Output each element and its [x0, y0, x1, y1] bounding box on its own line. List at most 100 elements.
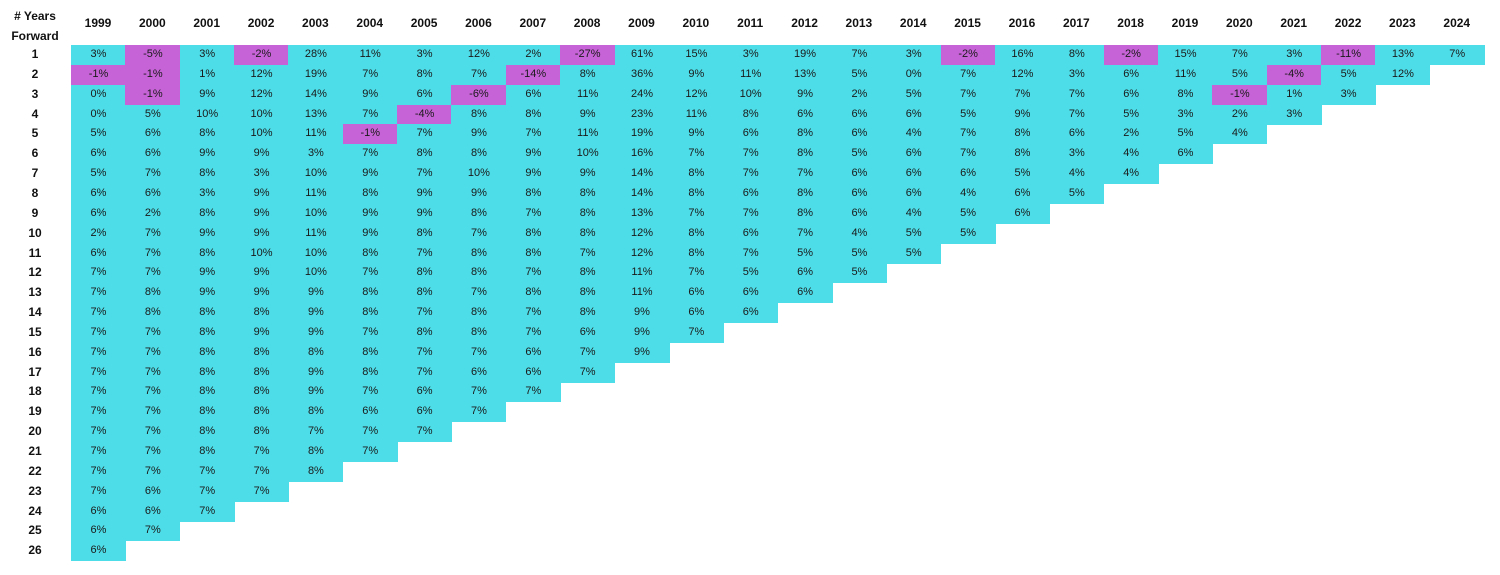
return-cell: 23%	[614, 104, 670, 125]
return-cell: 9%	[234, 263, 290, 284]
return-cell: 7%	[71, 481, 126, 502]
return-cell: 5%	[940, 203, 996, 224]
return-cell: 12%	[614, 223, 670, 244]
return-cell: 9%	[179, 283, 235, 304]
return-cell: 8%	[397, 283, 453, 304]
return-cell: 9%	[451, 183, 507, 204]
return-cell: -2%	[1103, 45, 1159, 65]
return-cell: 7%	[234, 461, 290, 482]
return-cell: 8%	[234, 382, 290, 403]
return-cell: 7%	[125, 342, 181, 363]
return-cell: 8%	[560, 183, 616, 204]
return-cell: 8%	[451, 322, 507, 343]
row-label: 9	[31, 205, 39, 220]
return-cell: 6%	[505, 342, 561, 363]
return-cell: 6%	[451, 362, 507, 383]
return-cell: 6%	[505, 362, 561, 383]
return-cell: 7%	[940, 144, 996, 165]
return-cell: 8%	[179, 362, 235, 383]
return-cell: 8%	[560, 203, 616, 224]
return-cell: 8%	[397, 64, 453, 85]
year-header: 2014	[899, 16, 927, 30]
return-cell: 9%	[668, 124, 724, 145]
return-cell: 6%	[71, 183, 126, 204]
return-cell: 8%	[179, 124, 235, 145]
year-header: 2021	[1280, 16, 1308, 30]
return-cell: 8%	[560, 303, 616, 324]
return-cell: 6%	[125, 183, 181, 204]
return-cell: 8%	[288, 402, 344, 423]
return-cell: 3%	[234, 164, 290, 185]
row-label: 24	[28, 503, 42, 518]
return-cell: 7%	[397, 124, 453, 145]
return-cell: 11%	[614, 283, 670, 304]
return-cell: 7%	[125, 402, 181, 423]
return-cell: 5%	[1049, 183, 1105, 204]
return-cell: 6%	[668, 303, 724, 324]
return-cell: 10%	[288, 203, 344, 224]
return-cell: -1%	[71, 64, 126, 85]
return-cell: 6%	[125, 481, 181, 502]
return-cell: 7%	[940, 64, 996, 85]
return-cell: 11%	[1158, 64, 1213, 85]
year-header: 2019	[1171, 16, 1199, 30]
return-cell: 4%	[1103, 164, 1159, 185]
return-cell: 5%	[831, 64, 887, 85]
return-cell: 13%	[777, 64, 833, 85]
return-cell: 14%	[614, 164, 670, 185]
return-cell: 8%	[777, 124, 833, 145]
return-cell: -27%	[560, 45, 616, 65]
return-cell: 6%	[831, 104, 887, 125]
return-cell: 7%	[505, 382, 561, 403]
return-cell: 7%	[451, 283, 507, 304]
row-label: 20	[28, 424, 42, 439]
year-header: 2010	[682, 16, 710, 30]
return-cell: 9%	[342, 203, 398, 224]
return-cell: 12%	[614, 243, 670, 264]
return-cell: 6%	[125, 501, 181, 522]
return-cell: 8%	[342, 183, 398, 204]
return-cell: -2%	[234, 45, 290, 65]
return-cell: 9%	[614, 322, 670, 343]
year-header: 2017	[1062, 16, 1090, 30]
year-header: 2016	[1008, 16, 1036, 30]
return-cell: 19%	[288, 64, 344, 85]
return-cell: 6%	[777, 263, 833, 284]
return-cell: 28%	[288, 45, 344, 65]
return-cell: 9%	[451, 124, 507, 145]
return-cell: 3%	[1049, 64, 1105, 85]
year-header: 2012	[791, 16, 818, 30]
return-cell: 13%	[288, 104, 344, 125]
return-cell: 8%	[342, 303, 398, 324]
return-cell: 7%	[777, 164, 833, 185]
return-cell: 0%	[71, 84, 126, 105]
return-cell: 3%	[179, 183, 235, 204]
return-cell: 7%	[342, 263, 398, 284]
return-cell: 6%	[723, 303, 779, 324]
return-cell: 6%	[125, 124, 181, 145]
year-header: 2015	[954, 16, 981, 30]
return-cell: 10%	[451, 164, 507, 185]
return-cell: 8%	[125, 303, 181, 324]
return-cell: 6%	[1158, 144, 1213, 165]
return-cell: -4%	[1266, 64, 1322, 85]
return-cell: 7%	[125, 243, 181, 264]
return-cell: 6%	[994, 183, 1050, 204]
return-cell: 7%	[668, 203, 724, 224]
year-header: 2005	[410, 16, 438, 30]
years-forward-header: # Years Forward	[0, 6, 70, 46]
return-cell: 8%	[560, 64, 616, 85]
return-cell: 8%	[234, 422, 290, 443]
return-cell: 10%	[288, 263, 344, 284]
return-cell: 10%	[234, 243, 290, 264]
return-cell: 8%	[234, 342, 290, 363]
return-cell: 6%	[71, 144, 126, 165]
return-cell: 5%	[940, 104, 996, 125]
row-label: 21	[28, 444, 42, 458]
return-cell: 9%	[994, 104, 1050, 125]
return-cell: 3%	[179, 45, 235, 65]
return-cell: 6%	[994, 203, 1050, 224]
row-label: 25	[28, 523, 42, 538]
return-cell: 8%	[342, 342, 398, 363]
return-cell: 6%	[71, 243, 126, 264]
